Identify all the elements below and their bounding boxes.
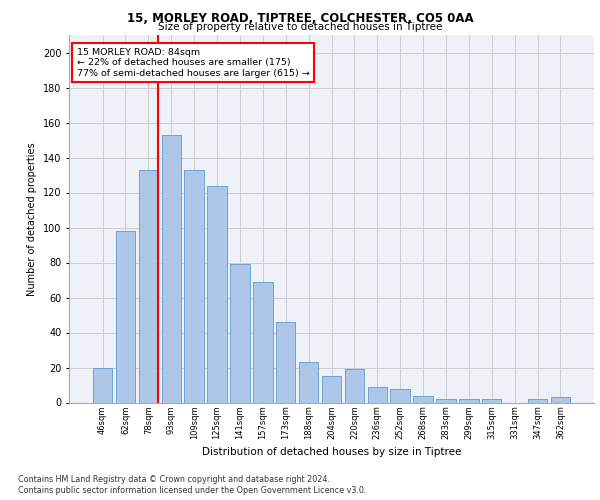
Bar bbox=[413, 396, 433, 402]
Bar bbox=[482, 399, 502, 402]
Bar bbox=[436, 399, 455, 402]
Bar bbox=[299, 362, 319, 403]
Bar bbox=[276, 322, 295, 402]
Bar bbox=[368, 387, 387, 402]
Bar bbox=[391, 388, 410, 402]
Bar bbox=[322, 376, 341, 402]
Text: Size of property relative to detached houses in Tiptree: Size of property relative to detached ho… bbox=[158, 22, 442, 32]
Bar bbox=[459, 399, 479, 402]
Bar bbox=[161, 135, 181, 402]
Bar bbox=[230, 264, 250, 402]
Bar bbox=[528, 399, 547, 402]
Text: Contains public sector information licensed under the Open Government Licence v3: Contains public sector information licen… bbox=[18, 486, 367, 495]
Text: 15, MORLEY ROAD, TIPTREE, COLCHESTER, CO5 0AA: 15, MORLEY ROAD, TIPTREE, COLCHESTER, CO… bbox=[127, 12, 473, 26]
Bar bbox=[253, 282, 272, 403]
Bar bbox=[184, 170, 204, 402]
X-axis label: Distribution of detached houses by size in Tiptree: Distribution of detached houses by size … bbox=[202, 448, 461, 458]
Bar bbox=[551, 397, 570, 402]
Bar bbox=[208, 186, 227, 402]
Text: 15 MORLEY ROAD: 84sqm
← 22% of detached houses are smaller (175)
77% of semi-det: 15 MORLEY ROAD: 84sqm ← 22% of detached … bbox=[77, 48, 310, 78]
Bar bbox=[93, 368, 112, 402]
Text: Contains HM Land Registry data © Crown copyright and database right 2024.: Contains HM Land Registry data © Crown c… bbox=[18, 475, 330, 484]
Bar bbox=[344, 369, 364, 402]
Y-axis label: Number of detached properties: Number of detached properties bbox=[28, 142, 37, 296]
Bar bbox=[139, 170, 158, 402]
Bar bbox=[116, 231, 135, 402]
